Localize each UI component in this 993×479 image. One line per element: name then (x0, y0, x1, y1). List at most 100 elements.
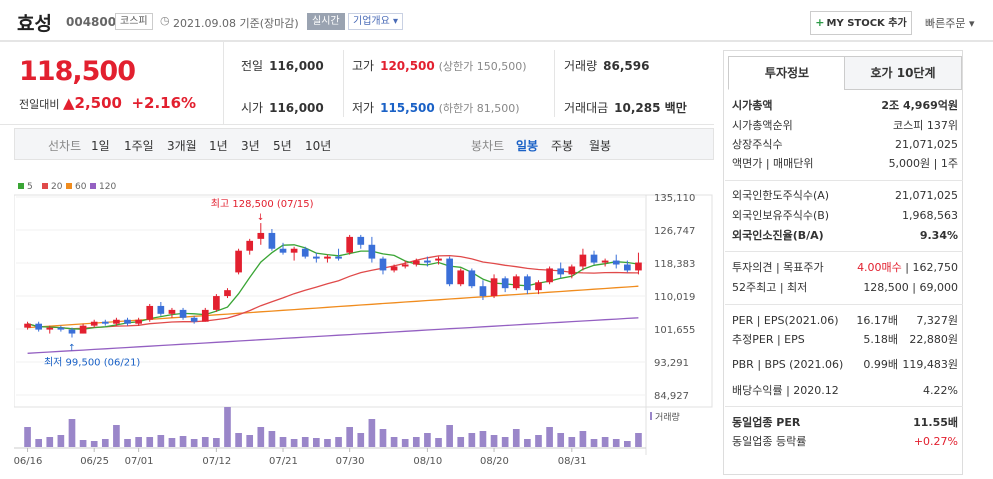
realtime-button[interactable]: 실시간 (307, 13, 345, 30)
candle-body (412, 260, 420, 265)
volume-bar (612, 439, 620, 447)
pbr-label: PBR | BPS (2021.06) (732, 358, 844, 371)
volume-bar (435, 438, 442, 447)
volume-bar (168, 438, 176, 447)
foreign-limit-value: 21,071,025 (895, 189, 958, 202)
volume-bar (301, 437, 309, 447)
par-row: 액면가 | 매매단위 5,000원 | 1주 (732, 156, 958, 172)
legend-label-20: 20 (51, 182, 63, 192)
candle-body (435, 258, 442, 261)
quote-date: 2021.09.08 기준(장마감) (173, 17, 299, 30)
foreign-hold-value: 1,968,563 (902, 209, 958, 222)
volume-bar (90, 441, 98, 447)
volume-bar (57, 435, 65, 447)
line-chart-label: 선차트 (48, 139, 82, 153)
clock-icon: ◷ (160, 14, 170, 27)
sector-per-label: 동일업종 PER (732, 416, 801, 429)
high-value: 120,500 (380, 59, 435, 73)
x-tick-label: 08/10 (413, 456, 442, 467)
volume-bar (457, 437, 465, 447)
eper-row: 추정PER | EPS 5.18배 22,880원 (732, 332, 958, 348)
par-label: 액면가 | 매매단위 (732, 157, 814, 170)
volume-bar (368, 419, 376, 447)
legend-swatch-120 (90, 183, 96, 189)
candle-chart-label: 봉차트 (471, 139, 505, 153)
divider (725, 304, 963, 305)
volume-bar (357, 433, 365, 447)
market-rank-row[interactable]: 시가총액순위 코스피 137위 (732, 118, 958, 134)
market-cap-label: 시가총액 (732, 99, 773, 112)
current-price: 118,500 (19, 56, 136, 87)
legend-label-5: 5 (27, 182, 33, 192)
sector-rate-row[interactable]: 동일업종 등락률 +0.27% (732, 434, 958, 450)
quick-order-dropdown[interactable]: 빠른주문 ▾ (925, 17, 975, 30)
stock-code: 004800 (66, 15, 117, 29)
candle-body (546, 268, 553, 283)
volume-bar (346, 427, 353, 447)
high-label: 고가 (352, 59, 375, 73)
tab-investment-info[interactable]: 투자정보 (728, 56, 846, 90)
candle-body (113, 319, 120, 324)
company-overview-dropdown[interactable]: 기업개요 ▾ (348, 13, 403, 30)
volume-bar (279, 437, 287, 447)
x-tick-label: 07/12 (202, 456, 231, 467)
candle-body (346, 236, 353, 253)
volume-bar (390, 437, 398, 447)
volume-bar (201, 437, 209, 447)
tab-5y[interactable]: 5년 (273, 139, 292, 153)
candle-body (101, 321, 109, 324)
divider (725, 251, 963, 252)
eeps-value: 22,880원 (909, 333, 958, 346)
volume-bar (601, 437, 609, 447)
week52-label: 52주최고 | 최저 (732, 281, 808, 294)
foreign-hold-label: 외국인보유주식수(B) (732, 209, 830, 222)
y-tick-label: 135,110 (654, 193, 695, 204)
divider (725, 406, 963, 407)
quote-stats: 전일 116,000 고가 120,500 (상한가 150,500) 거래량 86,… (224, 42, 714, 125)
candle-body (635, 262, 642, 271)
shares-label: 상장주식수 (732, 138, 783, 151)
tab-3m[interactable]: 3개월 (167, 139, 197, 153)
market-rank-label[interactable]: 시가총액순위 (732, 119, 793, 132)
volume-bar (624, 441, 631, 447)
per-label: PER | EPS(2021.06) (732, 314, 839, 327)
tab-10y[interactable]: 10년 (305, 139, 332, 153)
high-annotation: 최고 128,500 (07/15) (211, 198, 314, 210)
tab-monthly[interactable]: 월봉 (589, 139, 612, 153)
tab-3y[interactable]: 3년 (241, 139, 260, 153)
tab-order-book[interactable]: 호가 10단계 (844, 56, 962, 90)
sector-rate-value: +0.27% (913, 435, 958, 448)
sector-rate-label[interactable]: 동일업종 등락률 (732, 435, 807, 448)
tab-daily[interactable]: 일봉 (516, 139, 539, 153)
low-value: 115,500 (380, 101, 435, 115)
tab-1y[interactable]: 1년 (209, 139, 228, 153)
y-tick-label: 110,019 (654, 292, 695, 303)
candle-body (612, 260, 620, 265)
volume-bar (535, 435, 542, 447)
divider (343, 50, 344, 117)
plus-icon: + (815, 16, 825, 29)
foreign-limit-row: 외국인한도주식수(A) 21,071,025 (732, 188, 958, 204)
candle-body (379, 258, 387, 271)
opinion-value: 4.00매수 (857, 261, 902, 274)
volume-bar (24, 427, 31, 447)
volume-bar (290, 439, 298, 447)
tab-weekly[interactable]: 주봉 (551, 139, 574, 153)
dividend-label: 배당수익률 | 2020.12 (732, 384, 839, 397)
investment-info-panel: 투자정보 호가 10단계 시가총액 2조 4,969억원 시가총액순위 코스피 13… (723, 50, 963, 475)
candle-body (224, 290, 231, 297)
candle-body (324, 256, 331, 259)
candle-body (57, 327, 65, 330)
my-stock-add-button[interactable]: + MY STOCK 추가 (810, 11, 912, 35)
volume-bar (268, 431, 276, 447)
volume-bar (313, 438, 320, 447)
volume-bar (412, 437, 420, 447)
tab-1d[interactable]: 1일 (91, 139, 110, 153)
volume-bar (490, 435, 498, 447)
volume-bar (524, 439, 531, 447)
tab-1w[interactable]: 1주일 (124, 139, 154, 153)
eper-value: 5.18배 (863, 333, 898, 346)
candle-body (190, 317, 198, 322)
price-chart[interactable]: 5 20 60 120 135,110 126,747 118,383 110,019 101,… (13, 175, 714, 475)
foreign-rate-value: 9.34% (919, 229, 958, 242)
